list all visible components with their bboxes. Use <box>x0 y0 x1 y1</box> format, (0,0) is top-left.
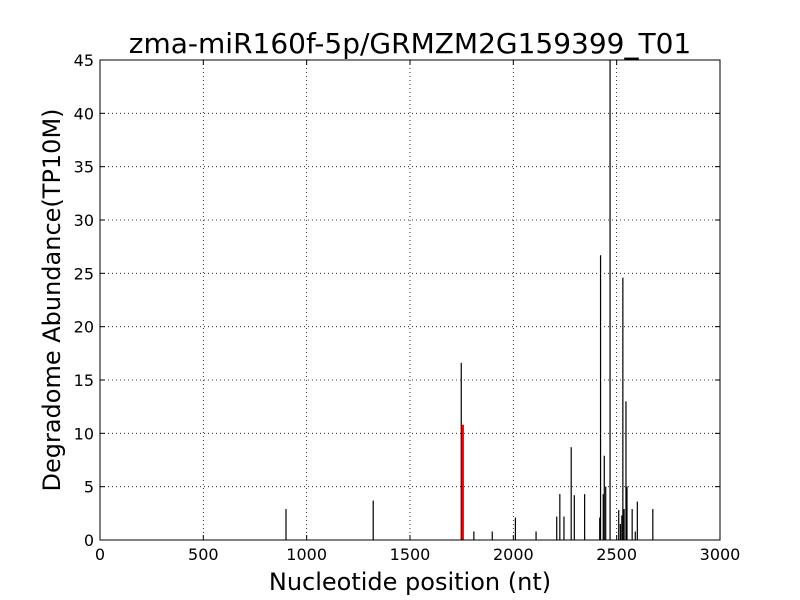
y-tick-label: 5 <box>84 478 94 497</box>
grid-lines <box>100 60 720 540</box>
y-tick-label: 25 <box>74 264 94 283</box>
y-tick-label: 10 <box>74 424 94 443</box>
x-tick-label: 3000 <box>700 545 741 564</box>
x-tick-label: 500 <box>188 545 219 564</box>
y-tick-label: 35 <box>74 158 94 177</box>
y-tick-label: 15 <box>74 371 94 390</box>
y-tick-label: 30 <box>74 211 94 230</box>
x-tick-label: 2500 <box>596 545 637 564</box>
x-tick-label: 1500 <box>390 545 431 564</box>
bars-group <box>285 60 654 540</box>
y-axis-label: Degradome Abundance(TP10M) <box>38 108 66 491</box>
y-tick-label: 20 <box>74 318 94 337</box>
y-tick-label: 45 <box>74 51 94 70</box>
y-tick-label: 40 <box>74 104 94 123</box>
chart-title: zma-miR160f-5p/GRMZM2G159399_T01 <box>129 27 691 60</box>
y-tick-label: 0 <box>84 531 94 550</box>
x-tick-label: 2000 <box>493 545 534 564</box>
x-tick-label: 0 <box>95 545 105 564</box>
ticks-group: 0 500 1000 1500 2000 2500 3000 0 5 10 15 20 25 30 35 40… <box>74 51 741 564</box>
x-axis-label: Nucleotide position (nt) <box>269 568 551 596</box>
x-tick-label: 1000 <box>286 545 327 564</box>
